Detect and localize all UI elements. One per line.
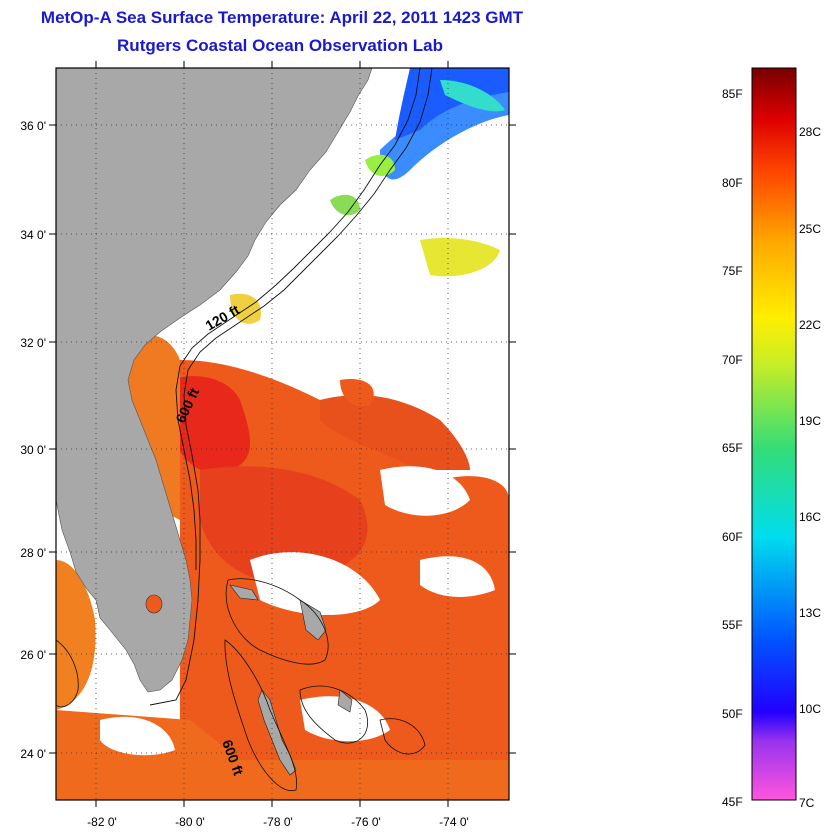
colorbar-label-c: 16C	[799, 510, 821, 524]
map-subtitle: Rutgers Coastal Ocean Observation Lab	[117, 36, 443, 55]
lake-okeechobee	[145, 594, 163, 614]
lon-label: -76 0'	[351, 815, 381, 829]
lat-label: 34 0'	[20, 228, 46, 242]
colorbar-label-f: 55F	[722, 618, 743, 632]
colorbar-label-c: 25C	[799, 222, 821, 236]
axis-ticks	[49, 61, 516, 807]
colorbar-label-f: 70F	[722, 353, 743, 367]
lat-label: 26 0'	[20, 648, 46, 662]
map-title: MetOp-A Sea Surface Temperature: April 2…	[40, 8, 524, 27]
colorbar-label-c: 10C	[799, 702, 821, 716]
lat-label: 30 0'	[20, 443, 46, 457]
land-mass	[56, 68, 373, 693]
colorbar-label-f: 80F	[722, 176, 743, 190]
colorbar-label-f: 45F	[722, 795, 743, 809]
contour-120ft	[175, 68, 421, 570]
bahamas-islands	[229, 584, 353, 776]
colorbar-label-f: 60F	[722, 530, 743, 544]
lon-label: -74 0'	[439, 815, 469, 829]
lon-label: -78 0'	[263, 815, 293, 829]
contour-600ft	[149, 68, 433, 706]
bank-contours	[56, 578, 426, 792]
colorbar-label-c: 22C	[799, 318, 821, 332]
colorbar-label-c: 7C	[799, 796, 815, 810]
lat-label: 28 0'	[20, 546, 46, 560]
colorbar-label-f: 50F	[722, 707, 743, 721]
lat-label: 36 0'	[20, 119, 46, 133]
colorbar-label-c: 28C	[799, 125, 821, 139]
graticule	[56, 68, 509, 800]
map-area: 120 ft 600 ft 600 ft	[56, 68, 509, 800]
colorbar-label-f: 65F	[722, 441, 743, 455]
colorbar	[751, 67, 797, 801]
colorbar-label-c: 19C	[799, 414, 821, 428]
lat-label: 32 0'	[20, 336, 46, 350]
lat-label: 24 0'	[20, 747, 46, 761]
colorbar-label-f: 75F	[722, 264, 743, 278]
lon-label: -82 0'	[87, 815, 117, 829]
colorbar-label-c: 13C	[799, 606, 821, 620]
lon-label: -80 0'	[175, 815, 205, 829]
map-frame	[55, 67, 510, 801]
cloud-breaks	[100, 466, 495, 756]
colorbar-label-f: 85F	[722, 87, 743, 101]
